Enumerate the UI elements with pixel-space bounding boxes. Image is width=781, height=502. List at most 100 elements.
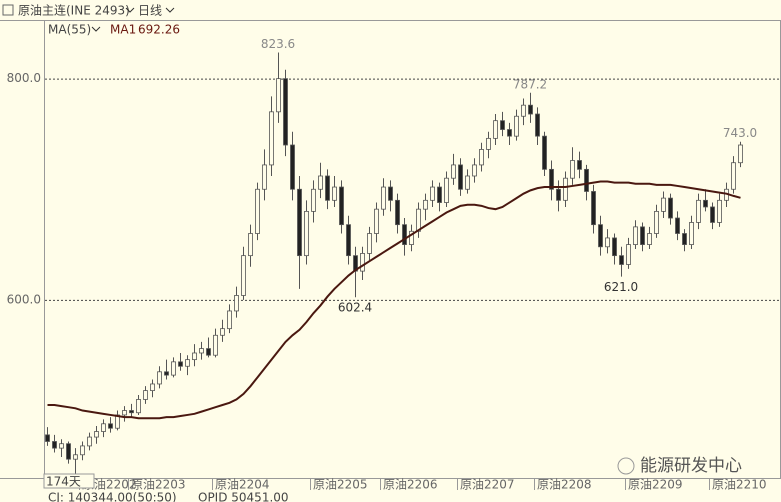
candle-body (185, 359, 190, 367)
candle-body (171, 361, 176, 376)
candle-body (199, 348, 204, 354)
candle-body (129, 410, 134, 414)
candle-body (157, 371, 162, 385)
candle-body (472, 164, 477, 177)
candle-body (521, 104, 526, 117)
candle-body (416, 208, 421, 232)
candle-body (710, 206, 715, 223)
candle-body (45, 434, 50, 442)
candle-body (332, 186, 337, 201)
candle-body (108, 423, 113, 429)
candle-body (444, 177, 449, 203)
candle-body (423, 199, 428, 210)
candle-body (409, 230, 414, 245)
candle-body (633, 226, 638, 245)
candle-body (395, 199, 400, 226)
candle-body (283, 78, 288, 146)
candle-body (220, 328, 225, 336)
candle-body (150, 383, 155, 392)
candle-body (696, 199, 701, 223)
candle-body (290, 144, 295, 190)
status: OPID 50451.00 (198, 491, 289, 502)
days-label: 174天 (46, 475, 81, 489)
x-tick-label: 原油2207 (460, 478, 515, 492)
x-tick-label: 原油2205 (313, 478, 368, 492)
candle-body (626, 244, 631, 265)
candle-body (122, 410, 127, 416)
candle-body (493, 120, 498, 139)
watermark-icon (617, 457, 635, 475)
candle-body (731, 162, 736, 190)
status: CJ: 140344.00(50:50) (48, 491, 177, 502)
candle-body (591, 191, 596, 226)
candle-body (577, 160, 582, 170)
extreme-label: 743.0 (723, 126, 757, 140)
extreme-label: 823.6 (261, 37, 295, 51)
candle-body (703, 199, 708, 208)
candle-body (570, 160, 575, 179)
candle-body (605, 237, 610, 248)
x-tick-label: 原油2208 (537, 478, 592, 492)
candle-body (738, 144, 743, 164)
candle-body (262, 164, 267, 190)
x-tick-label: 原油2203 (131, 478, 186, 492)
candle-body (248, 233, 253, 257)
candle-body (528, 104, 533, 115)
candle-body (402, 224, 407, 245)
period[interactable]: 日线 (138, 4, 162, 18)
x-tick-label: 原油2206 (383, 478, 438, 492)
candle-body (346, 224, 351, 257)
candle-body (241, 255, 246, 296)
candle-body (101, 423, 106, 432)
candle-body (682, 233, 687, 245)
candle-body (563, 177, 568, 201)
dropdown[interactable] (165, 7, 175, 13)
candle-body (640, 226, 645, 245)
candle-body (675, 217, 680, 234)
candle-body (143, 390, 148, 400)
candle-body (374, 208, 379, 234)
indicator[interactable]: MA(55) (48, 23, 91, 37)
candle-body (360, 253, 365, 272)
candle-body (654, 210, 659, 234)
candle-body (339, 186, 344, 226)
candle-body (164, 371, 169, 376)
candle-body (661, 197, 666, 212)
candle-body (584, 168, 589, 192)
candle-body (73, 454, 78, 460)
legend-name: MA1 (110, 23, 136, 37)
candle-body (549, 168, 554, 190)
candle-body (458, 164, 463, 190)
candle-body (325, 175, 330, 201)
candle-body (269, 111, 274, 166)
candle-body (367, 233, 372, 254)
candle-body (668, 197, 673, 219)
symbol[interactable]: 原油主连(INE 2493) (18, 3, 130, 18)
candle-body (542, 135, 547, 170)
candle-body (213, 334, 218, 356)
candle-body (717, 199, 722, 223)
candle-body (115, 414, 120, 429)
candle-body (87, 436, 92, 447)
candle-body (430, 186, 435, 201)
dropdown[interactable] (125, 7, 135, 13)
candle-body (535, 113, 540, 137)
legend-value: 692.26 (138, 23, 180, 37)
candle-body (381, 186, 386, 210)
x-tick-label: 原油2210 (712, 478, 767, 492)
candle-body (479, 149, 484, 166)
candle-body (388, 186, 393, 201)
candle-body (612, 237, 617, 257)
candle-body (227, 310, 232, 330)
candle-body (465, 175, 470, 190)
extreme-label: 602.4 (338, 301, 372, 315)
menu-icon[interactable] (2, 4, 14, 16)
x-tick-label: 原油2202 (82, 478, 137, 492)
candle-body (66, 443, 71, 460)
candle-body (276, 78, 281, 113)
candle-body (297, 188, 302, 257)
candle-body (304, 210, 309, 257)
candle-body (556, 188, 561, 201)
